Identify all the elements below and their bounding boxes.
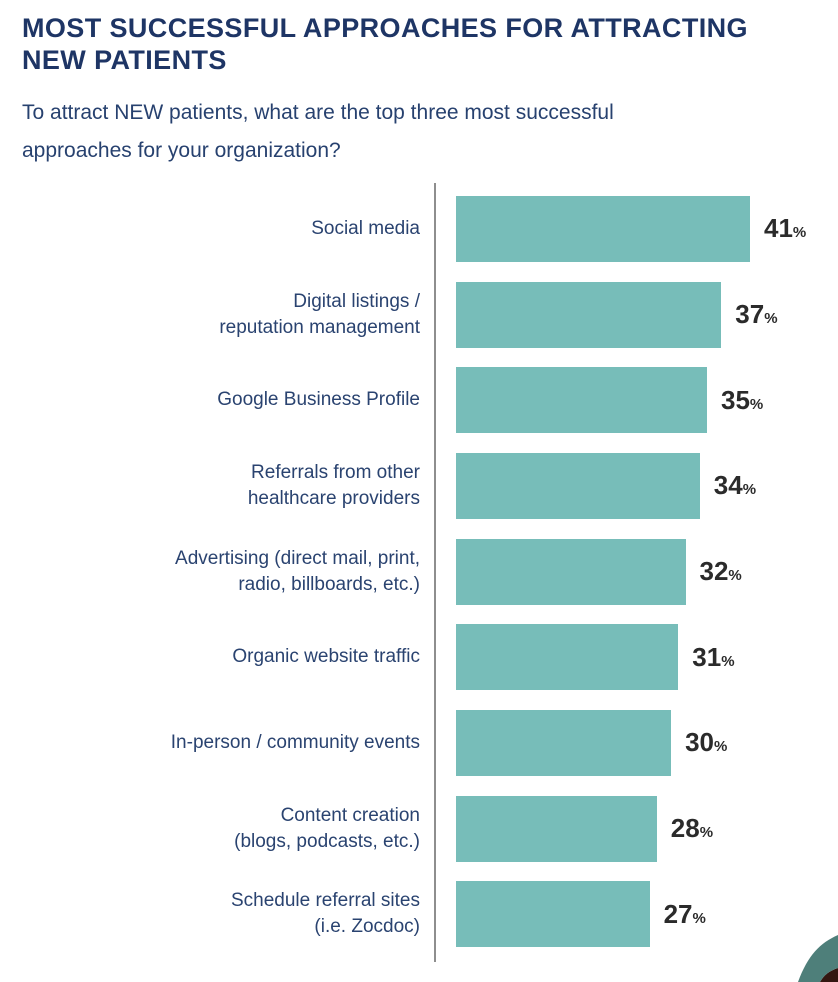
- value-label: 34%: [714, 470, 756, 501]
- bar-track: 31%: [456, 624, 838, 691]
- value-label: 37%: [735, 299, 777, 330]
- value-label: 35%: [721, 385, 763, 416]
- bar: [456, 281, 722, 348]
- percent-sign: %: [792, 224, 807, 242]
- bar-track: 35%: [456, 367, 838, 434]
- value-label: 30%: [685, 727, 727, 758]
- percent-sign: %: [728, 567, 742, 585]
- chart-rows: Social media 41% Digital listings / repu…: [22, 186, 838, 957]
- bar: [456, 367, 707, 434]
- percent-sign: %: [699, 824, 714, 842]
- percent-sign: %: [764, 310, 778, 328]
- bar-track: 28%: [456, 795, 838, 862]
- category-label: Social media: [311, 217, 420, 239]
- bar: [456, 452, 700, 519]
- category-label: Content creation (blogs, podcasts, etc.): [234, 804, 420, 852]
- percent-sign: %: [742, 481, 757, 499]
- chart-row: Referrals from other healthcare provider…: [22, 443, 838, 529]
- chart-row: Google Business Profile 35%: [22, 357, 838, 443]
- category-label: Digital listings / reputation management: [219, 290, 420, 338]
- percent-sign: %: [721, 652, 735, 670]
- value-number: 31: [692, 641, 722, 672]
- survey-question: To attract NEW patients, what are the to…: [22, 101, 614, 162]
- chart-row: Schedule referral sites (i.e. Zocdoc) 27…: [22, 872, 838, 958]
- bar: [456, 538, 686, 605]
- bar: [456, 624, 679, 691]
- bar: [456, 709, 672, 776]
- value-number: 27: [663, 898, 693, 929]
- value-label: 27%: [664, 899, 706, 930]
- chart-row: Organic website traffic 31%: [22, 614, 838, 700]
- axis-line: [434, 183, 436, 963]
- percent-sign: %: [714, 738, 728, 756]
- value-number: 41: [764, 213, 793, 244]
- percent-sign: %: [692, 909, 706, 927]
- bar-track: 37%: [456, 281, 838, 348]
- bar-track: 41%: [456, 195, 838, 262]
- category-label: Organic website traffic: [232, 646, 420, 668]
- page-title: MOST SUCCESSFUL APPROACHES FOR ATTRACTIN…: [22, 13, 748, 75]
- value-number: 30: [685, 727, 715, 758]
- bar-chart: Social media 41% Digital listings / repu…: [22, 183, 838, 963]
- bar: [456, 881, 650, 948]
- category-label: Referrals from other healthcare provider…: [247, 461, 420, 509]
- bar-track: 30%: [456, 709, 838, 776]
- chart-row: In-person / community events 30%: [22, 700, 838, 786]
- bar: [456, 195, 750, 262]
- category-label: Advertising (direct mail, print, radio, …: [175, 547, 420, 595]
- bar-track: 34%: [456, 452, 838, 519]
- category-label: Google Business Profile: [217, 389, 420, 411]
- chart-row: Content creation (blogs, podcasts, etc.)…: [22, 786, 838, 872]
- percent-sign: %: [749, 395, 764, 413]
- chart-row: Advertising (direct mail, print, radio, …: [22, 529, 838, 615]
- value-label: 31%: [692, 642, 734, 673]
- value-number: 32: [699, 556, 729, 587]
- value-label: 32%: [700, 556, 742, 587]
- chart-row: Digital listings / reputation management…: [22, 272, 838, 358]
- bar: [456, 795, 657, 862]
- bar-track: 27%: [456, 881, 838, 948]
- value-number: 35: [721, 384, 750, 415]
- value-label: 28%: [671, 813, 713, 844]
- category-label: In-person / community events: [170, 731, 420, 753]
- value-number: 28: [670, 813, 700, 844]
- category-label: Schedule referral sites (i.e. Zocdoc): [230, 890, 420, 938]
- bar-track: 32%: [456, 538, 838, 605]
- value-number: 37: [735, 299, 765, 330]
- value-number: 34: [713, 470, 743, 501]
- value-label: 41%: [764, 213, 806, 244]
- chart-row: Social media 41%: [22, 186, 838, 272]
